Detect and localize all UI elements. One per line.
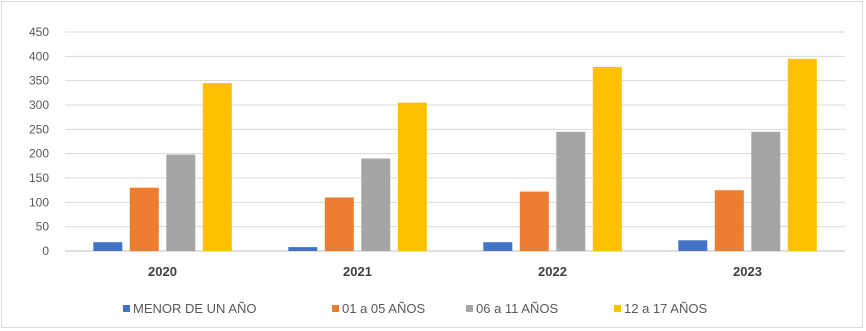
y-tick-label: 400 [29,49,49,63]
x-category-label: 2020 [148,264,177,279]
bar-2022-series-1 [483,242,513,251]
bar-2021-series-2 [324,197,354,251]
bar-2022-series-3 [556,131,586,251]
y-tick-label: 200 [29,147,49,161]
y-tick-label: 350 [29,74,49,88]
y-tick-label: 150 [29,171,49,185]
bar-2020-series-3 [166,154,196,251]
bar-2021-series-3 [361,158,391,251]
bar-2023-series-2 [714,190,744,251]
x-category-label: 2022 [538,264,567,279]
y-tick-label: 100 [29,195,49,209]
y-axis-tick-labels: 0 50 100 150 200 250 300 350 400 450 [29,25,49,258]
legend-swatch [614,305,621,312]
y-tick-label: 300 [29,98,49,112]
legend-label: 06 a 11 AÑOS [476,301,558,316]
x-category-label: 2023 [733,264,762,279]
y-tick-label: 250 [29,122,49,136]
bar-2020-series-1 [93,242,123,251]
bar-2023-series-3 [751,131,781,251]
legend-item: MENOR DE UN AÑO [123,301,257,316]
bar-2022-series-2 [519,191,549,251]
bars [93,58,817,251]
bar-2021-series-1 [288,247,318,251]
bar-2020-series-4 [202,83,232,251]
y-tick-label: 50 [36,220,50,234]
legend-swatch [466,305,473,312]
x-category-label: 2021 [343,264,372,279]
legend-item: 12 a 17 AÑOS [614,301,707,316]
y-tick-label: 0 [42,244,49,258]
bar-2020-series-2 [129,187,159,251]
legend-label: MENOR DE UN AÑO [133,301,257,316]
bar-2023-series-4 [787,58,817,251]
legend-item: 06 a 11 AÑOS [466,301,558,316]
bar-2022-series-4 [592,67,622,251]
y-tick-label: 450 [29,25,49,39]
legend-label: 01 a 05 AÑOS [342,301,425,316]
legend-swatch [332,305,339,312]
legend-item: 01 a 05 AÑOS [332,301,425,316]
legend-swatch [123,305,130,312]
legend-label: 12 a 17 AÑOS [624,301,707,316]
x-axis-category-labels: 2020 2021 2022 2023 [148,264,762,279]
legend: MENOR DE UN AÑO 01 a 05 AÑOS 06 a 11 AÑO… [123,301,707,316]
bar-2021-series-4 [397,102,427,251]
bar-2023-series-1 [678,240,708,251]
